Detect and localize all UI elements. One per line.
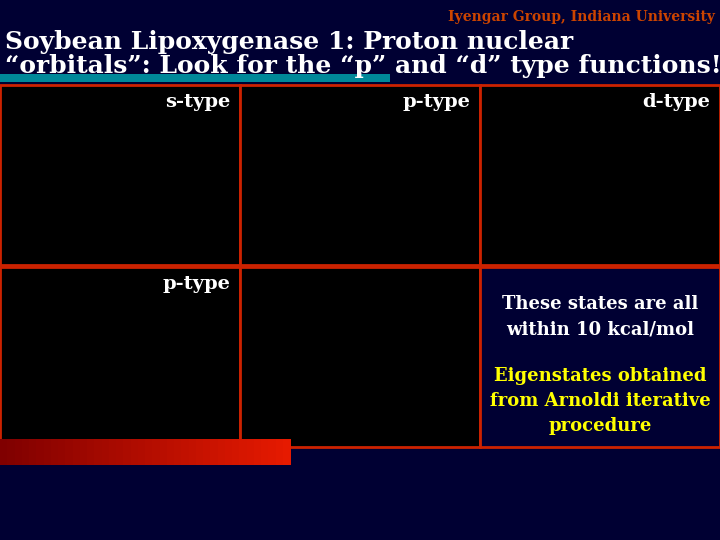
Bar xyxy=(0,267,240,447)
Bar xyxy=(94,439,102,465)
Bar xyxy=(145,439,153,465)
Bar xyxy=(0,439,8,465)
Bar xyxy=(276,439,284,465)
Bar xyxy=(22,439,30,465)
Bar xyxy=(167,439,175,465)
Bar xyxy=(7,439,16,465)
Bar xyxy=(217,439,226,465)
Text: s-type: s-type xyxy=(165,93,230,111)
Text: p-type: p-type xyxy=(162,275,230,293)
Bar xyxy=(152,439,161,465)
Bar xyxy=(239,439,248,465)
Bar xyxy=(14,439,23,465)
Text: These states are all
within 10 kcal/mol: These states are all within 10 kcal/mol xyxy=(502,295,698,338)
Bar xyxy=(480,85,720,265)
Bar xyxy=(246,439,255,465)
Bar xyxy=(210,439,218,465)
Text: Iyengar Group, Indiana University: Iyengar Group, Indiana University xyxy=(448,10,715,24)
Text: d-type: d-type xyxy=(642,93,710,111)
Text: “orbitals”: Look for the “p” and “d” type functions!!: “orbitals”: Look for the “p” and “d” typ… xyxy=(5,54,720,78)
Bar xyxy=(50,439,59,465)
Text: Eigenstates obtained
from Arnoldi iterative
procedure: Eigenstates obtained from Arnoldi iterat… xyxy=(490,367,711,435)
Bar xyxy=(160,439,168,465)
Bar xyxy=(109,439,117,465)
Bar xyxy=(43,439,52,465)
Bar xyxy=(240,267,480,447)
Bar xyxy=(181,439,189,465)
Bar xyxy=(87,439,95,465)
Bar xyxy=(0,74,390,82)
Bar xyxy=(73,439,81,465)
Bar xyxy=(0,85,240,265)
Bar xyxy=(116,439,125,465)
Bar xyxy=(225,439,233,465)
Bar xyxy=(240,85,480,265)
Bar xyxy=(196,439,204,465)
Text: p-type: p-type xyxy=(402,93,470,111)
Bar xyxy=(269,439,276,465)
Bar xyxy=(36,439,45,465)
Bar xyxy=(58,439,66,465)
Bar xyxy=(480,267,720,447)
Bar xyxy=(29,439,37,465)
Bar xyxy=(123,439,132,465)
Bar xyxy=(189,439,197,465)
Bar xyxy=(174,439,182,465)
Bar xyxy=(232,439,240,465)
Bar xyxy=(138,439,146,465)
Bar xyxy=(66,439,73,465)
Bar xyxy=(253,439,262,465)
Bar xyxy=(283,439,291,465)
Bar xyxy=(130,439,139,465)
Bar xyxy=(102,439,109,465)
Bar xyxy=(203,439,211,465)
Text: Soybean Lipoxygenase 1: Proton nuclear: Soybean Lipoxygenase 1: Proton nuclear xyxy=(5,30,573,54)
Bar xyxy=(261,439,269,465)
Bar xyxy=(80,439,88,465)
